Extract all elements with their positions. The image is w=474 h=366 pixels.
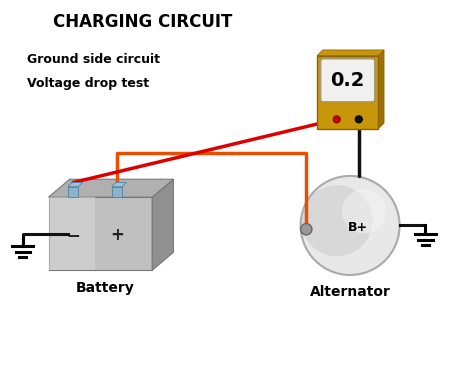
FancyBboxPatch shape xyxy=(112,187,122,197)
Circle shape xyxy=(301,185,373,257)
FancyBboxPatch shape xyxy=(321,59,374,102)
Circle shape xyxy=(301,224,312,235)
Text: CHARGING CIRCUIT: CHARGING CIRCUIT xyxy=(53,13,233,31)
Polygon shape xyxy=(317,50,384,56)
Circle shape xyxy=(333,116,340,123)
Text: Ground side circuit: Ground side circuit xyxy=(27,53,160,66)
Text: Voltage drop test: Voltage drop test xyxy=(27,77,149,90)
Circle shape xyxy=(342,189,386,234)
Text: −: − xyxy=(66,226,80,244)
Polygon shape xyxy=(48,179,173,197)
Polygon shape xyxy=(378,50,384,129)
Circle shape xyxy=(355,116,362,123)
FancyBboxPatch shape xyxy=(68,187,78,197)
Polygon shape xyxy=(68,183,82,187)
Polygon shape xyxy=(152,179,173,270)
Circle shape xyxy=(301,176,400,275)
Polygon shape xyxy=(48,197,152,270)
Text: Alternator: Alternator xyxy=(310,285,391,299)
Polygon shape xyxy=(112,183,126,187)
Text: Battery: Battery xyxy=(76,281,135,295)
Polygon shape xyxy=(48,197,95,270)
FancyBboxPatch shape xyxy=(317,56,378,129)
Text: B+: B+ xyxy=(348,221,368,234)
Text: +: + xyxy=(110,226,124,244)
Text: 0.2: 0.2 xyxy=(330,71,365,90)
